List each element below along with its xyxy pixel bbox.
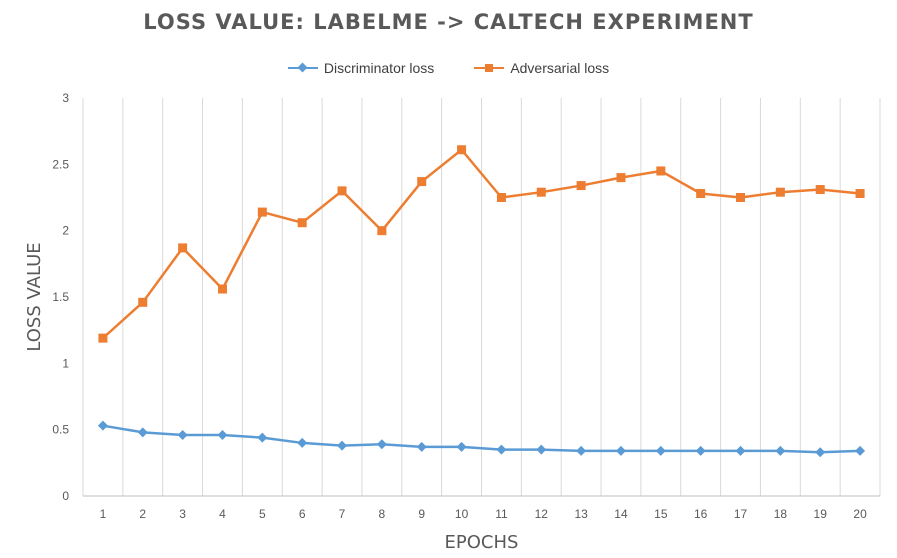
data-point-adversarial bbox=[297, 218, 307, 228]
data-point-discriminator bbox=[496, 444, 507, 455]
x-tick-label: 15 bbox=[654, 507, 668, 521]
data-point-adversarial bbox=[337, 186, 347, 196]
data-point-discriminator bbox=[257, 432, 268, 443]
data-point-adversarial bbox=[217, 284, 227, 294]
data-point-discriminator bbox=[456, 441, 467, 452]
data-point-discriminator bbox=[376, 439, 387, 450]
x-tick-label: 6 bbox=[299, 507, 306, 521]
data-point-adversarial bbox=[616, 173, 626, 183]
data-point-adversarial bbox=[736, 193, 746, 202]
data-point-discriminator bbox=[576, 445, 587, 456]
x-tick-label: 2 bbox=[139, 507, 146, 521]
x-tick-label: 19 bbox=[814, 507, 828, 521]
legend-item-adversarial: Adversarial loss bbox=[474, 60, 609, 76]
data-point-discriminator bbox=[337, 440, 348, 451]
data-point-discriminator bbox=[536, 444, 547, 455]
data-point-adversarial bbox=[576, 181, 586, 191]
x-tick-label: 13 bbox=[574, 507, 588, 521]
y-tick-label: 2 bbox=[62, 224, 69, 238]
data-point-discriminator bbox=[655, 445, 666, 456]
data-point-adversarial bbox=[98, 333, 108, 343]
data-point-adversarial bbox=[496, 193, 506, 202]
data-point-discriminator bbox=[615, 445, 626, 456]
x-axis-title: EPOCHS bbox=[445, 532, 519, 553]
data-point-adversarial bbox=[377, 226, 387, 236]
legend-item-discriminator: Discriminator loss bbox=[287, 60, 435, 76]
x-tick-label: 1 bbox=[100, 507, 107, 521]
data-point-adversarial bbox=[417, 177, 427, 187]
y-axis-title: LOSS VALUE bbox=[24, 242, 45, 351]
x-tick-label: 16 bbox=[694, 507, 708, 521]
y-tick-label: 0.5 bbox=[52, 423, 69, 437]
chart-legend: Discriminator loss Adversarial loss bbox=[0, 60, 897, 76]
data-point-discriminator bbox=[855, 445, 866, 456]
data-point-adversarial bbox=[656, 166, 666, 176]
data-point-discriminator bbox=[695, 445, 706, 456]
x-tick-label: 9 bbox=[418, 507, 425, 521]
legend-swatch-discriminator bbox=[287, 61, 318, 75]
legend-swatch-adversarial bbox=[474, 61, 505, 75]
chart-title: LOSS VALUE: LABELME -> CALTECH EXPERIMEN… bbox=[143, 10, 754, 34]
data-point-discriminator bbox=[297, 437, 308, 448]
data-point-adversarial bbox=[138, 297, 148, 307]
x-tick-label: 10 bbox=[455, 507, 469, 521]
y-tick-label: 1.5 bbox=[52, 290, 69, 304]
y-tick-label: 2.5 bbox=[52, 157, 69, 171]
y-tick-label: 3 bbox=[62, 91, 69, 105]
y-tick-label: 0 bbox=[62, 489, 69, 503]
legend-label-adversarial: Adversarial loss bbox=[510, 60, 610, 76]
legend-label-discriminator: Discriminator loss bbox=[323, 60, 435, 76]
series-line-adversarial bbox=[102, 148, 861, 340]
x-tick-label: 11 bbox=[495, 507, 508, 521]
data-point-discriminator bbox=[815, 447, 826, 458]
data-point-adversarial bbox=[457, 145, 467, 155]
x-tick-label: 7 bbox=[339, 507, 346, 521]
series-line-discriminator bbox=[102, 424, 861, 454]
data-point-adversarial bbox=[536, 187, 546, 197]
x-tick-label: 8 bbox=[379, 507, 386, 521]
x-tick-label: 14 bbox=[614, 507, 628, 521]
data-point-discriminator bbox=[735, 445, 746, 456]
data-point-discriminator bbox=[217, 429, 228, 440]
data-point-discriminator bbox=[97, 420, 108, 431]
data-point-adversarial bbox=[257, 207, 267, 217]
data-point-adversarial bbox=[775, 187, 785, 197]
x-tick-label: 20 bbox=[853, 507, 867, 521]
data-point-discriminator bbox=[416, 441, 427, 452]
x-tick-label: 17 bbox=[734, 507, 748, 521]
data-point-adversarial bbox=[178, 243, 188, 253]
data-point-discriminator bbox=[775, 445, 786, 456]
data-point-adversarial bbox=[815, 185, 825, 195]
x-tick-label: 18 bbox=[774, 507, 788, 521]
data-point-adversarial bbox=[855, 189, 865, 199]
x-tick-label: 4 bbox=[219, 507, 226, 521]
y-tick-label: 1 bbox=[62, 356, 69, 370]
data-point-discriminator bbox=[177, 429, 188, 440]
data-point-adversarial bbox=[696, 189, 706, 199]
x-tick-label: 5 bbox=[259, 507, 266, 521]
x-tick-label: 12 bbox=[535, 507, 549, 521]
x-tick-label: 3 bbox=[179, 507, 186, 521]
data-point-discriminator bbox=[137, 427, 148, 438]
